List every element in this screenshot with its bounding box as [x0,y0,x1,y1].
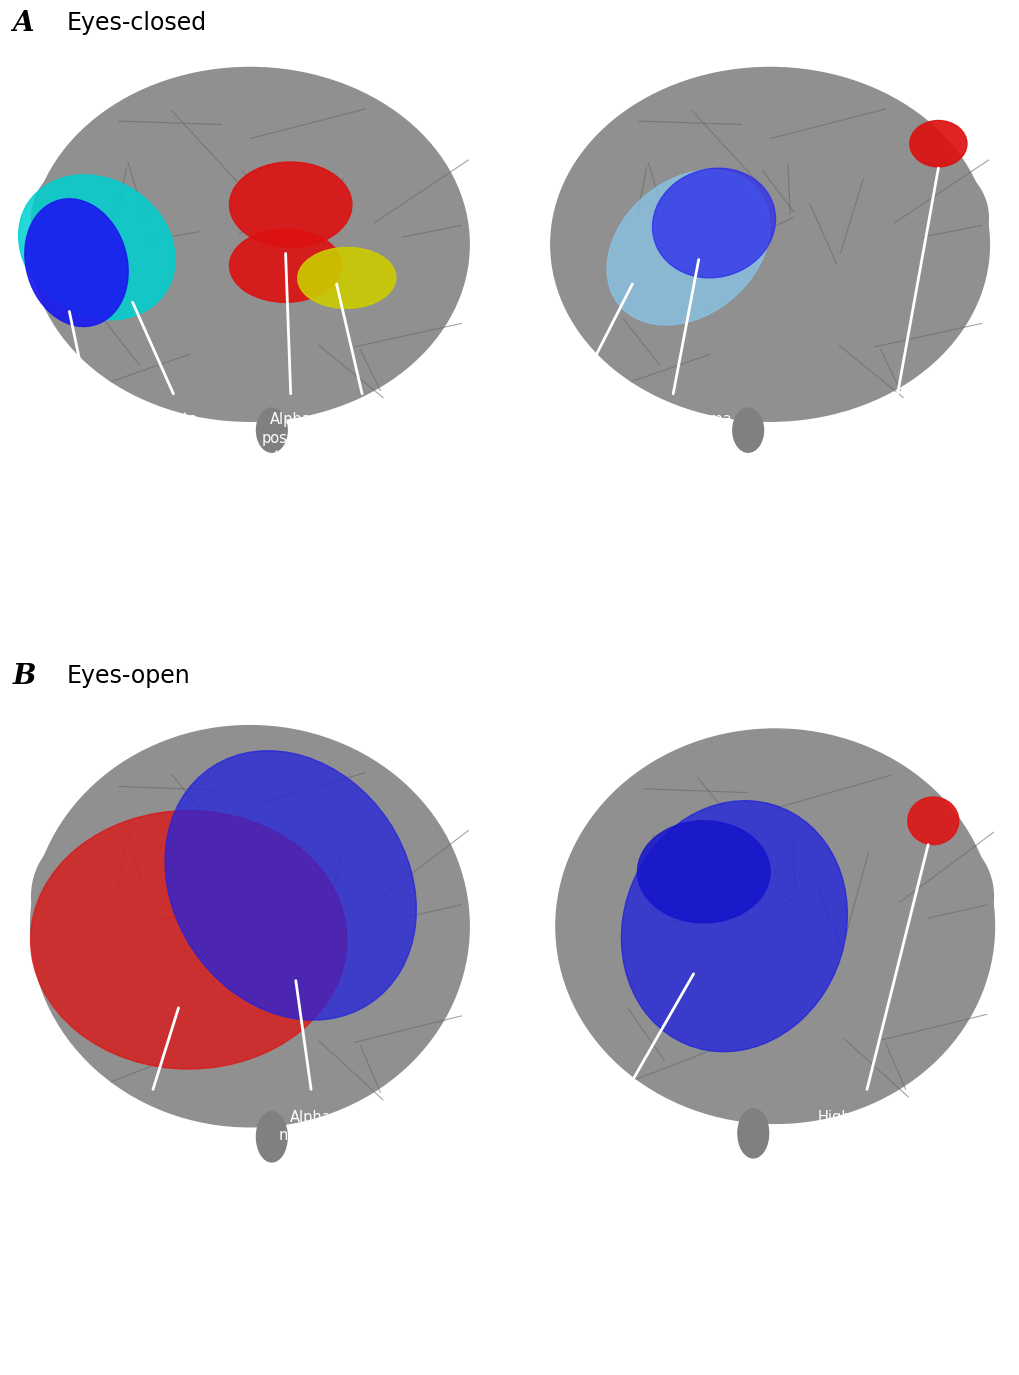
Ellipse shape [229,230,341,302]
Text: High-gamma
positive
(red): High-gamma positive (red) [817,1110,911,1162]
Ellipse shape [18,175,175,320]
Text: Fusiform
gyrus: Fusiform gyrus [653,506,716,540]
Ellipse shape [907,798,958,844]
Text: Alpha
positive
(red): Alpha positive (red) [112,1110,169,1162]
Ellipse shape [298,248,395,308]
Text: V1 / V2: V1 / V2 [155,506,208,521]
Ellipse shape [550,67,988,421]
Ellipse shape [637,821,769,923]
Ellipse shape [31,811,346,1068]
Ellipse shape [605,235,693,324]
Text: V1 / V2: V1 / V2 [284,1216,337,1231]
Ellipse shape [165,751,416,1020]
Ellipse shape [256,408,287,452]
Ellipse shape [555,729,994,1123]
Text: Temporal
pole: Temporal pole [107,1216,174,1248]
Text: High-gamma
negative
(blue): High-gamma negative (blue) [638,412,732,465]
Ellipse shape [31,726,469,1126]
Ellipse shape [326,235,414,324]
Text: Eyes-closed: Eyes-closed [66,11,206,36]
Text: Alpha
negative
(blue): Alpha negative (blue) [279,1110,342,1162]
Ellipse shape [791,1011,911,1086]
Ellipse shape [909,121,966,166]
Ellipse shape [113,320,233,388]
Ellipse shape [113,1012,233,1089]
Ellipse shape [652,168,774,278]
Text: Alpha
positive
(red): Alpha positive (red) [262,412,319,465]
Ellipse shape [31,67,469,421]
Text: Eyes-open: Eyes-open [66,664,190,688]
Text: Low-gamma
negative
(light blue): Low-gamma negative (light blue) [518,412,607,465]
Ellipse shape [229,162,352,248]
Ellipse shape [256,1112,287,1162]
Text: Orbito-
frontal
cortex: Orbito- frontal cortex [360,506,411,558]
Text: B: B [12,663,36,690]
Ellipse shape [732,408,763,452]
Text: Theta
positive
(yellow): Theta positive (yellow) [357,412,414,465]
Text: A: A [12,10,34,37]
Text: Beta
negative
(light blue): Beta negative (light blue) [142,412,221,465]
Text: Frontopolar
area: Frontopolar area [822,1216,906,1248]
Text: V1 / V2: V1 / V2 [536,506,589,521]
Ellipse shape [867,161,987,275]
Text: V1 / V2: V1 / V2 [590,1216,643,1231]
Ellipse shape [621,800,847,1052]
Ellipse shape [32,161,152,275]
Ellipse shape [32,830,152,961]
Text: Alpha
negative
(blue): Alpha negative (blue) [45,412,108,465]
Text: V3 / V4: V3 / V4 [50,506,103,521]
Ellipse shape [786,320,906,388]
Ellipse shape [610,916,698,1015]
Ellipse shape [737,1108,768,1158]
Ellipse shape [872,832,993,961]
Ellipse shape [24,199,128,326]
Text: Temporal
Pole
+Auditory
Cortex: Temporal Pole +Auditory Cortex [254,506,327,578]
Ellipse shape [326,916,414,1016]
Text: Frontopolar
area: Frontopolar area [845,506,928,540]
Ellipse shape [606,170,769,324]
Text: High-gamma
positive
(red): High-gamma positive (red) [840,412,933,465]
Text: Beta
negative
(blue): Beta negative (blue) [585,1110,648,1162]
